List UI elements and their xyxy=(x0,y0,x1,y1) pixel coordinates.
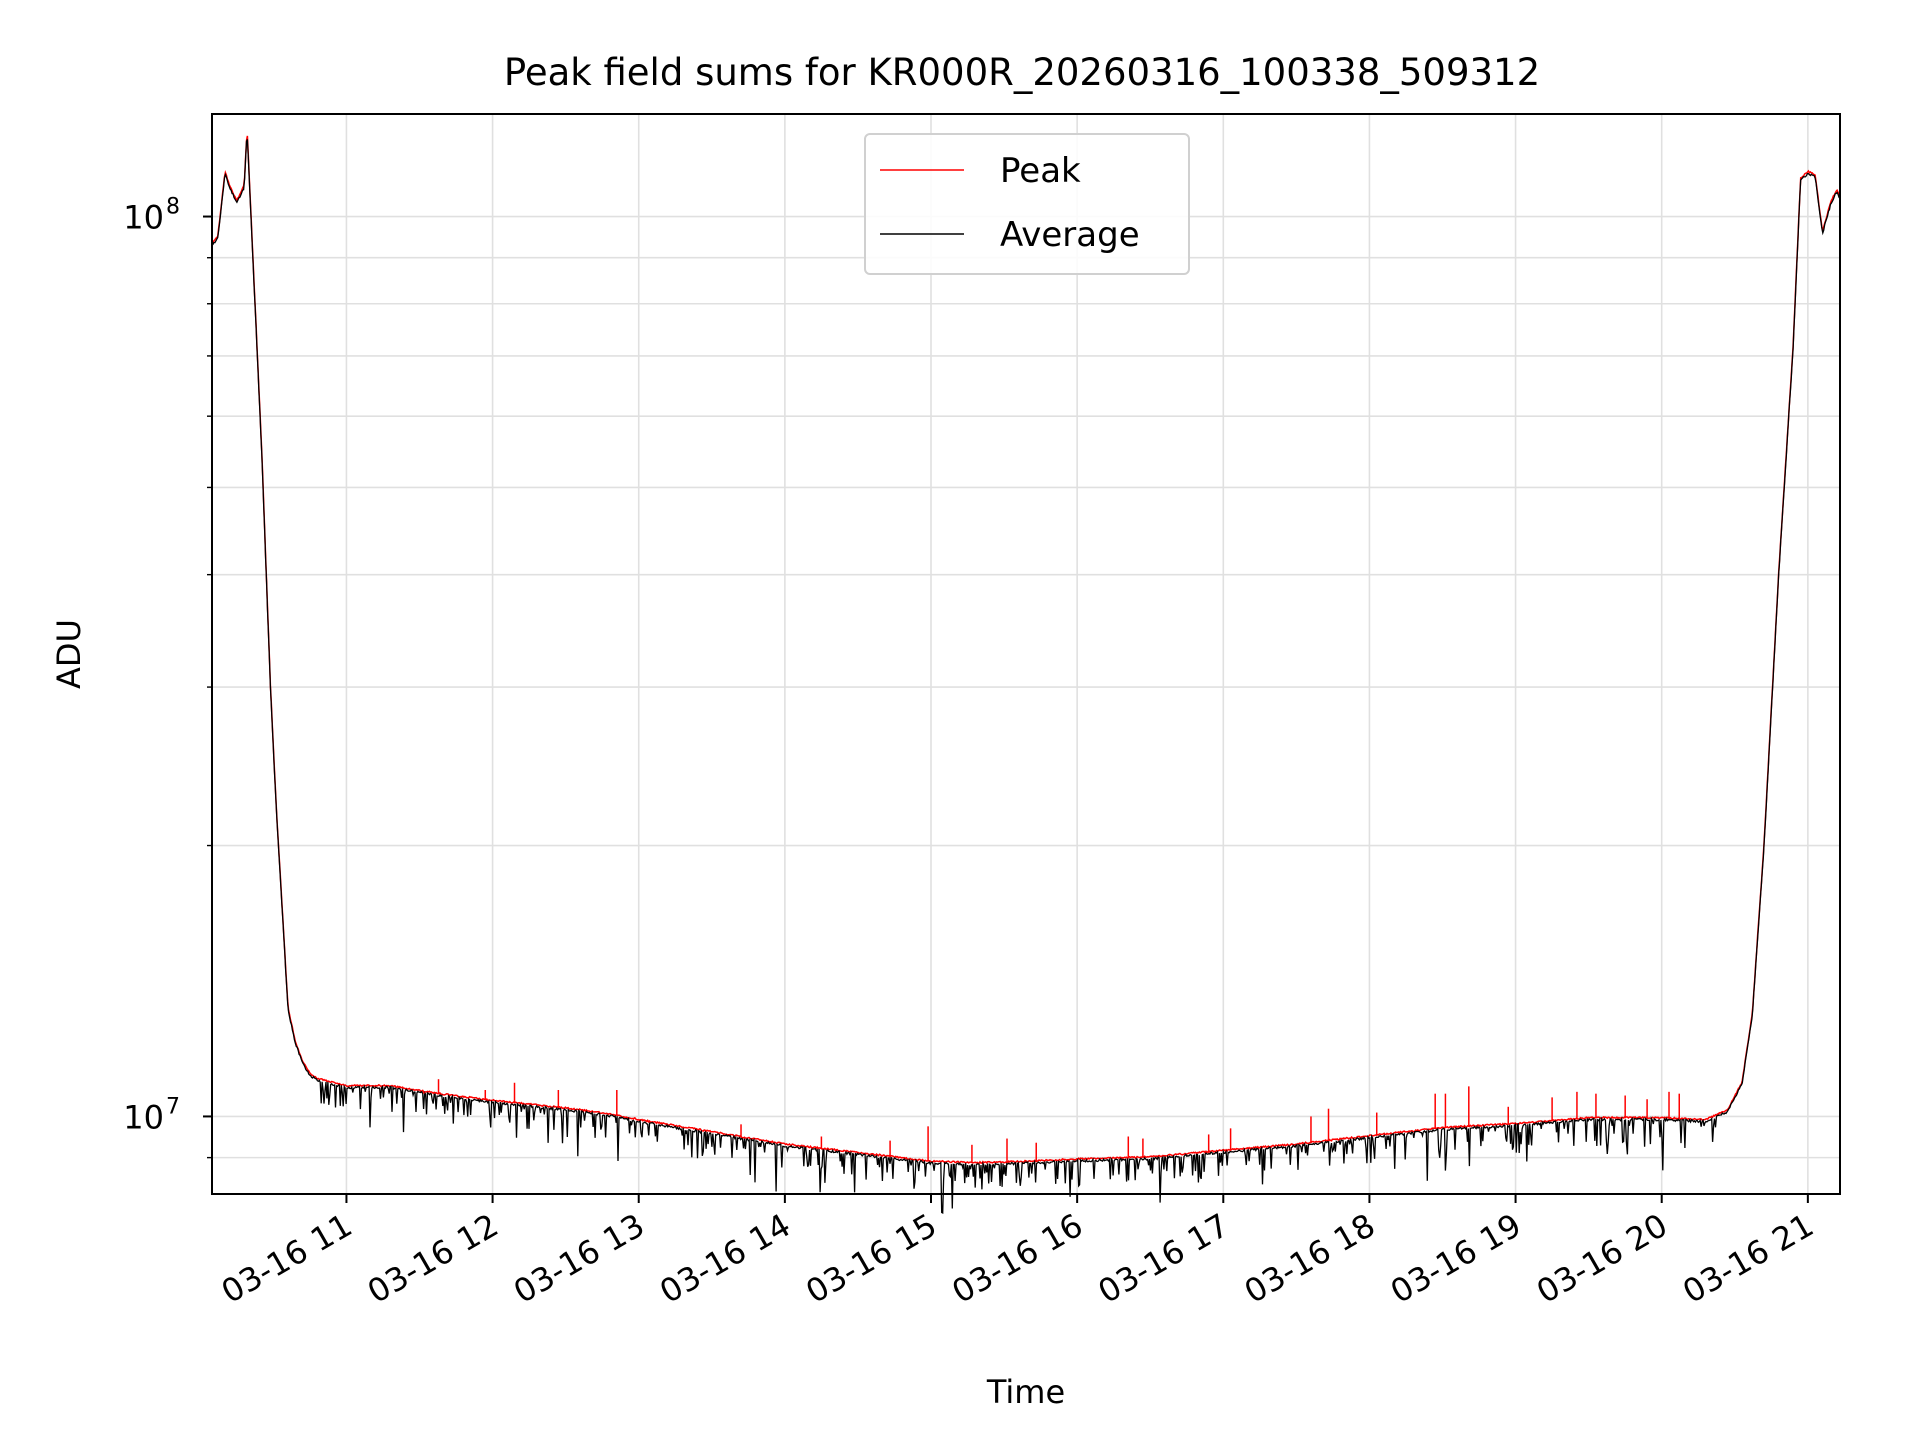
x-tick-label: 03-16 18 xyxy=(1238,1206,1382,1311)
legend-label-peak: Peak xyxy=(1000,151,1081,191)
chart-title: Peak field sums for KR000R_20260316_1003… xyxy=(504,51,1540,94)
x-tick-label: 03-16 16 xyxy=(946,1206,1090,1311)
x-tick-label: 03-16 21 xyxy=(1676,1206,1820,1311)
y-tick-label: 10 xyxy=(123,1098,164,1136)
y-tick-label: 10 xyxy=(123,199,164,237)
x-tick-label: 03-16 14 xyxy=(653,1206,797,1311)
x-tick-label: 03-16 17 xyxy=(1092,1206,1236,1311)
series-line-peak xyxy=(211,135,1841,1165)
y-axis-label: ADU xyxy=(50,619,88,689)
x-tick-label: 03-16 15 xyxy=(799,1206,943,1311)
series-line-average xyxy=(211,139,1841,1215)
x-tick-label: 03-16 11 xyxy=(215,1206,359,1311)
x-tick-label: 03-16 12 xyxy=(361,1206,505,1311)
y-tick-label-exponent: 8 xyxy=(166,195,180,220)
y-tick-label-exponent: 7 xyxy=(166,1094,180,1119)
x-tick-label: 03-16 19 xyxy=(1384,1206,1528,1311)
x-tick-label: 03-16 13 xyxy=(507,1206,651,1311)
axes: 10 710 803-16 11 03-16 12 03-16 13 03-16 14 03… xyxy=(123,195,1820,1311)
grid xyxy=(212,114,1840,1194)
x-axis-label: Time xyxy=(986,1373,1065,1411)
legend-box xyxy=(864,133,1190,275)
series-layer xyxy=(211,135,1841,1215)
legend: Peak Average xyxy=(864,133,1190,275)
legend-label-average: Average xyxy=(1000,215,1140,255)
plot-frame xyxy=(211,113,1841,1195)
x-tick-label: 03-16 20 xyxy=(1530,1206,1674,1311)
